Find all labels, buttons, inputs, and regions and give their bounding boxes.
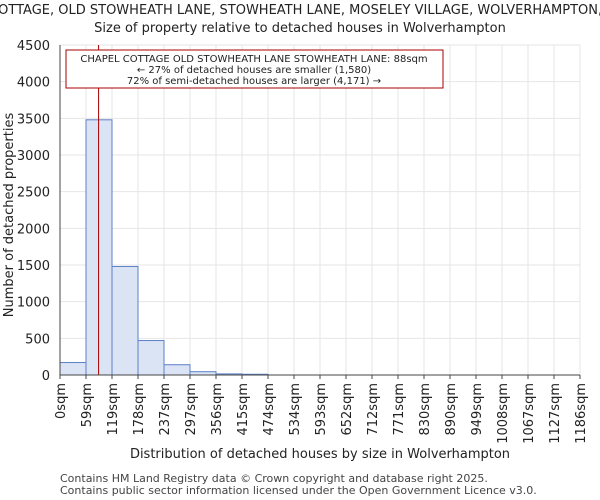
- y-axis-label: Number of detached properties: [2, 113, 17, 318]
- x-tick-label: 59sqm: [80, 383, 95, 427]
- y-tick-label: 2000: [17, 222, 50, 237]
- x-tick-label: 415sqm: [236, 383, 251, 436]
- x-tick-label: 119sqm: [106, 383, 121, 436]
- x-tick-label: 178sqm: [132, 383, 147, 436]
- x-tick-label: 237sqm: [158, 383, 173, 436]
- x-tick-label: 1008sqm: [496, 383, 511, 444]
- annotation-line-2: ← 27% of detached houses are smaller (1,…: [137, 65, 371, 76]
- histogram-bar: [59, 362, 87, 376]
- histogram-bar: [111, 265, 139, 376]
- y-tick-label: 2500: [17, 186, 50, 201]
- x-tick-label: 534sqm: [288, 383, 303, 436]
- chart-subtitle: Size of property relative to detached ho…: [94, 21, 506, 36]
- annotation-border: [65, 49, 444, 89]
- x-tick-label: 356sqm: [210, 383, 225, 436]
- x-tick-label: 1127sqm: [548, 383, 563, 444]
- annotation-box: CHAPEL COTTAGE OLD STOWHEATH LANE STOWHE…: [65, 49, 444, 89]
- histogram-bar: [163, 364, 191, 376]
- y-tick-label: 1500: [17, 259, 50, 274]
- x-tick-label: 949sqm: [470, 383, 485, 436]
- y-tick-label: 3000: [17, 149, 50, 164]
- x-tick-label: 771sqm: [392, 383, 407, 436]
- y-tick-label: 1000: [17, 296, 50, 311]
- y-tick-label: 4000: [17, 76, 50, 91]
- y-tick-label: 4500: [17, 39, 50, 54]
- x-tick-label: 652sqm: [340, 383, 355, 436]
- x-axis-label: Distribution of detached houses by size …: [130, 447, 510, 462]
- x-tick-label: 593sqm: [314, 383, 329, 436]
- axes: 0 500 1000 1500 2000 2500 3000 3500 4000 4500 0sqm…: [17, 39, 589, 444]
- x-tick-label: 297sqm: [184, 383, 199, 436]
- x-tick-label: 830sqm: [418, 383, 433, 436]
- y-tick-label: 3500: [17, 112, 50, 127]
- x-tick-label: 890sqm: [444, 383, 459, 436]
- footer-line-2: Contains public sector information licen…: [60, 484, 537, 497]
- annotation-line-3: 72% of semi-detached houses are larger (…: [127, 76, 381, 87]
- chart-title: CHAPEL COTTAGE, OLD STOWHEATH LANE, STOW…: [0, 3, 600, 18]
- histogram-bar: [137, 340, 165, 376]
- x-tick-label: 474sqm: [262, 383, 277, 436]
- footer-line-1: Contains HM Land Registry data © Crown c…: [60, 472, 488, 485]
- x-tick-label: 1067sqm: [522, 383, 537, 444]
- annotation-line-1: CHAPEL COTTAGE OLD STOWHEATH LANE STOWHE…: [80, 54, 427, 65]
- y-tick-label: 0: [42, 369, 50, 384]
- x-tick-label: 712sqm: [366, 383, 381, 436]
- x-tick-label: 1186sqm: [574, 383, 589, 444]
- x-tick-label: 0sqm: [54, 383, 69, 419]
- y-tick-label: 500: [25, 332, 50, 347]
